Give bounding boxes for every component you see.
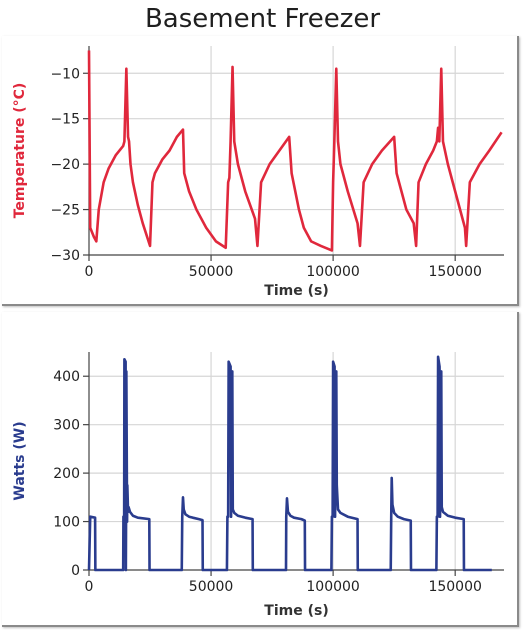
x-tick-label: 150000 — [428, 579, 481, 595]
y-axis-label: Temperature (°C) — [12, 83, 28, 219]
chart-title: Basement Freezer — [144, 4, 381, 34]
y-tick-label: −30 — [50, 248, 80, 264]
temperature-chart: −30 −25 −20 −15 −10 0 50000 100000 150000 Time (s… — [12, 46, 504, 299]
x-tick-label: 0 — [85, 579, 94, 595]
series-line — [87, 50, 503, 252]
y-axis-label: Watts (W) — [12, 421, 28, 500]
y-tick-label: 0 — [71, 563, 80, 579]
y-tick-label: −25 — [50, 203, 80, 219]
y-tick-label: 400 — [53, 369, 80, 385]
y-tick-label: −15 — [50, 112, 80, 128]
x-tick-label: 50000 — [189, 264, 234, 280]
y-tick-label: 100 — [53, 515, 80, 531]
x-axis-label: Time (s) — [264, 283, 328, 299]
series-line — [87, 355, 492, 572]
x-tick-label: 50000 — [189, 579, 234, 595]
y-tick-label: 200 — [53, 466, 80, 482]
watts-chart: 0 100 200 300 400 0 50000 100000 150000 Time (s) W… — [12, 352, 504, 619]
x-axis-label: Time (s) — [264, 603, 328, 619]
x-tick-label: 150000 — [428, 264, 481, 280]
y-tick-label: 300 — [53, 418, 80, 434]
x-tick-label: 100000 — [306, 264, 359, 280]
x-tick-label: 0 — [85, 264, 94, 280]
temperature-panel: −30 −25 −20 −15 −10 0 50000 100000 150000 Time (s… — [2, 36, 519, 306]
y-tick-label: −10 — [50, 66, 80, 82]
x-tick-label: 100000 — [306, 579, 359, 595]
y-tick-label: −20 — [50, 157, 80, 173]
watts-panel: 0 100 200 300 400 0 50000 100000 150000 Time (s) W… — [2, 312, 519, 627]
